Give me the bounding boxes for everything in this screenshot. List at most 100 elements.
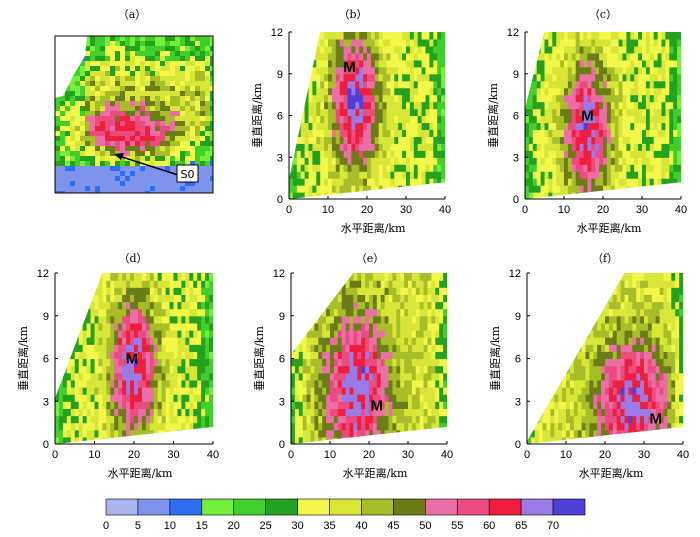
panel-d: （d） 0 10 20 30 40 0 3 6 9 12 水平距离/km 垂直距离/km M [16,252,219,480]
x-tick-label: 30 [638,449,650,461]
colorbar-tick-label: 20 [228,520,240,532]
x-tick-label: 40 [675,204,687,216]
colorbar-tick-label: 35 [323,520,335,532]
axes: 0 10 20 30 40 0 3 6 9 12 水平距离/km 垂直距离/km [488,268,689,480]
colorbar-swatch [456,498,490,516]
colorbar-tick-label: 65 [515,520,527,532]
x-tick-label: 40 [441,449,453,461]
x-tick-label: 10 [558,204,570,216]
colorbar-tick-label: 50 [419,520,431,532]
panel-title: （d） [118,252,147,265]
x-tick-label: 20 [361,204,373,216]
x-tick-label: 30 [167,449,179,461]
y-tick-label: 6 [515,354,521,366]
panel-a: （a） S0 [54,8,214,194]
x-axis-label: 水平距离/km [108,466,173,480]
x-tick-label: 10 [322,204,334,216]
y-tick-label: 3 [277,152,283,164]
colorbar-swatch [488,498,522,516]
x-tick-label: 10 [560,449,572,461]
colorbar-swatch [169,498,203,516]
y-axis-label: 垂直距离/km [486,83,500,148]
colorbar-tick-label: 15 [196,520,208,532]
y-tick-label: 9 [43,311,49,323]
y-tick-label: 12 [507,27,519,39]
y-tick-label: 9 [279,311,285,323]
colorbar-tick-label: 30 [291,520,303,532]
y-tick-label: 12 [509,268,521,280]
panel-title: （e） [356,252,385,265]
colorbar-tick-label: 45 [387,520,399,532]
x-tick-label: 30 [402,449,414,461]
x-tick-label: 10 [324,449,336,461]
y-tick-label: 12 [271,27,283,39]
y-tick-label: 6 [277,111,283,123]
panel-title: （f） [592,252,618,265]
y-tick-label: 3 [515,396,521,408]
colorbar-tick-label: 60 [483,520,495,532]
x-axis-label: 水平距离/km [579,466,644,480]
y-tick-label: 6 [513,111,519,123]
y-axis-label: 垂直距离/km [250,83,264,148]
panel-a-title: （a） [118,8,147,21]
colorbar-swatch [233,498,266,516]
colorbar-swatch [552,498,586,516]
y-tick-label: 12 [37,268,49,280]
colorbar-swatch [425,498,458,516]
colorbar-swatch [265,498,298,516]
y-tick-label: 3 [513,152,519,164]
axes: 0 10 20 30 40 0 3 6 9 12 水平距离/km 垂直距离/km [486,27,687,235]
colorbar: 0 5 10 15 20 25 30 35 40 45 50 55 60 65 70 [103,498,586,532]
y-tick-label: 0 [277,194,283,206]
panel-title: （b） [338,8,367,21]
y-tick-label: 0 [513,194,519,206]
colorbar-swatch [329,498,362,516]
y-tick-label: 9 [277,69,283,81]
x-tick-label: 40 [439,204,451,216]
colorbar-swatch [137,498,171,516]
core-marker-m: M [343,59,356,76]
y-axis-label: 垂直距离/km [16,326,30,391]
s0-label: S0 [181,168,195,181]
y-tick-label: 0 [515,439,521,451]
x-tick-label: 10 [88,449,100,461]
y-tick-label: 0 [43,439,49,451]
y-tick-label: 12 [273,268,285,280]
y-tick-label: 3 [279,396,285,408]
y-axis-label: 垂直距离/km [252,326,266,391]
x-tick-label: 40 [207,449,219,461]
colorbar-swatch [361,498,394,516]
axes: 0 10 20 30 40 0 3 6 9 12 水平距离/km 垂直距离/km [252,268,453,480]
x-tick-label: 0 [288,449,294,461]
y-tick-label: 9 [515,311,521,323]
axes: 0 10 20 30 40 0 3 6 9 12 水平距离/km 垂直距离/km [16,268,219,480]
colorbar-tick-label: 5 [135,520,141,532]
axes: 0 10 20 30 40 0 3 6 9 12 水平距离/km 垂直距离/km [250,27,451,235]
panel-a-frame [54,35,214,194]
x-axis-label: 水平距离/km [341,221,406,235]
x-tick-label: 0 [524,449,530,461]
x-tick-label: 30 [636,204,648,216]
s0-arrow [115,154,179,176]
x-tick-label: 20 [599,449,611,461]
y-tick-label: 6 [43,354,49,366]
s0-label-box [176,164,199,183]
colorbar-tick-label: 40 [355,520,367,532]
x-tick-label: 30 [400,204,412,216]
core-marker-m: M [371,398,384,415]
x-tick-label: 20 [597,204,609,216]
colorbar-tick-label: 0 [103,520,109,532]
core-marker-m: M [126,351,139,368]
colorbar-swatch [201,498,235,516]
colorbar-tick-label: 70 [547,520,559,532]
colorbar-tick-label: 55 [451,520,463,532]
colorbar-swatch [393,498,426,516]
panel-f: （f） 0 10 20 30 40 0 3 6 9 12 水平距离/km 垂直距离/km M [488,252,689,480]
panel-c: （c） 0 10 20 30 40 0 3 6 9 12 水平距离/km 垂直距离/km M [486,8,687,235]
x-axis-label: 水平距离/km [343,466,408,480]
core-marker-m: M [649,410,662,427]
core-marker-m: M [581,108,594,125]
colorbar-swatch [520,498,554,516]
